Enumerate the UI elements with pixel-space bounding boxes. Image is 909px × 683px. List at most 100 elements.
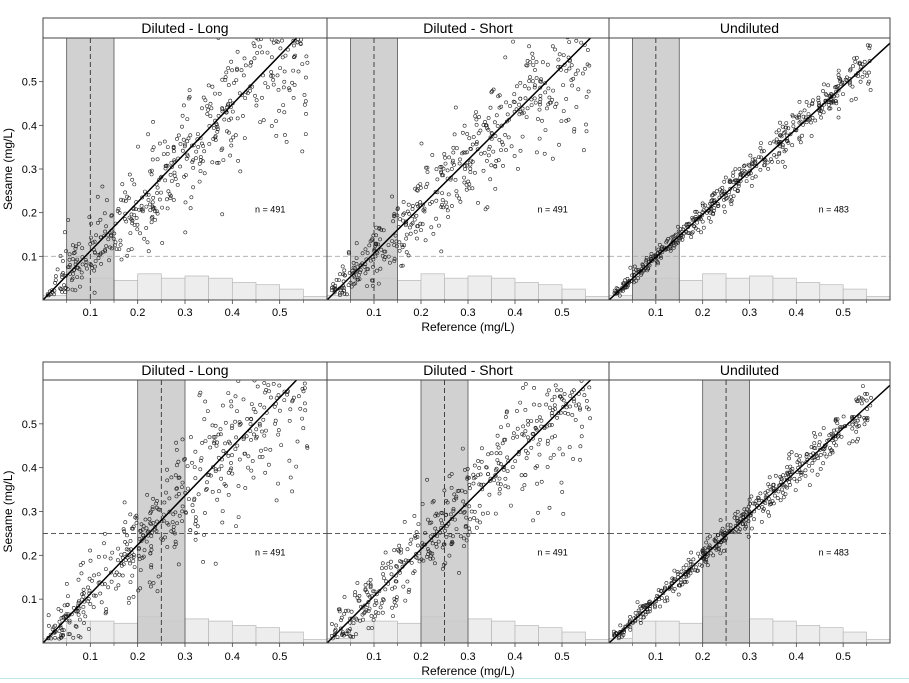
data-point bbox=[409, 537, 414, 542]
data-point bbox=[334, 277, 339, 282]
data-point bbox=[374, 268, 379, 273]
data-point bbox=[753, 157, 757, 162]
data-point bbox=[373, 598, 378, 603]
data-point bbox=[199, 456, 204, 461]
data-point bbox=[826, 102, 831, 107]
data-point bbox=[241, 73, 246, 78]
data-point bbox=[855, 424, 860, 429]
data-point bbox=[216, 432, 221, 437]
data-point bbox=[518, 148, 523, 153]
data-point bbox=[561, 109, 566, 114]
data-point bbox=[210, 489, 215, 494]
data-point bbox=[76, 612, 81, 617]
data-point bbox=[208, 445, 213, 450]
data-point bbox=[271, 381, 276, 386]
data-point bbox=[778, 141, 782, 146]
data-point bbox=[496, 445, 501, 450]
data-point bbox=[424, 165, 429, 170]
data-point bbox=[434, 216, 439, 221]
data-point bbox=[553, 105, 558, 109]
data-point bbox=[559, 388, 564, 393]
data-point bbox=[193, 476, 198, 481]
data-point bbox=[102, 211, 107, 216]
data-point bbox=[405, 579, 410, 584]
data-point bbox=[774, 487, 779, 492]
data-point bbox=[235, 443, 240, 448]
data-point bbox=[50, 288, 55, 293]
data-point bbox=[149, 534, 154, 538]
data-point bbox=[462, 544, 466, 549]
data-point bbox=[180, 504, 185, 509]
data-point bbox=[623, 278, 628, 283]
data-point bbox=[774, 130, 779, 135]
data-point bbox=[682, 575, 687, 579]
data-point bbox=[850, 439, 855, 444]
data-point bbox=[190, 503, 195, 508]
data-point bbox=[164, 490, 168, 495]
data-point bbox=[483, 207, 488, 212]
data-point bbox=[142, 548, 147, 553]
data-point bbox=[486, 153, 491, 158]
data-point bbox=[282, 69, 287, 74]
data-point bbox=[332, 290, 337, 295]
data-point bbox=[144, 226, 149, 230]
data-point bbox=[470, 186, 475, 191]
data-point bbox=[99, 261, 104, 266]
data-point bbox=[248, 422, 253, 426]
data-point bbox=[797, 120, 802, 125]
data-point bbox=[280, 38, 284, 43]
data-point bbox=[348, 620, 353, 625]
data-point bbox=[171, 524, 176, 529]
data-point bbox=[510, 465, 515, 470]
data-point bbox=[678, 227, 683, 232]
data-point bbox=[351, 260, 356, 265]
data-point bbox=[728, 186, 733, 191]
panel-title: Diluted - Short bbox=[423, 362, 513, 378]
data-point bbox=[735, 519, 740, 523]
y-tick-label: 0.5 bbox=[22, 419, 37, 431]
data-point bbox=[461, 536, 466, 541]
data-point bbox=[295, 40, 300, 45]
data-point bbox=[474, 525, 479, 530]
data-point bbox=[853, 96, 858, 101]
data-point bbox=[159, 190, 163, 195]
data-point bbox=[743, 526, 748, 531]
data-point bbox=[389, 572, 394, 577]
data-point bbox=[346, 608, 351, 613]
data-point bbox=[81, 610, 86, 615]
data-point bbox=[585, 398, 589, 403]
data-point bbox=[744, 524, 749, 529]
data-point bbox=[665, 238, 670, 243]
data-point bbox=[747, 501, 752, 506]
data-point bbox=[188, 528, 193, 533]
data-point bbox=[358, 268, 363, 272]
data-point bbox=[147, 202, 152, 207]
data-point bbox=[798, 140, 803, 145]
data-point bbox=[782, 130, 786, 135]
data-point bbox=[573, 418, 578, 422]
data-point bbox=[230, 471, 235, 476]
data-point bbox=[213, 91, 217, 96]
data-point bbox=[553, 383, 558, 388]
data-point bbox=[501, 163, 505, 168]
data-point bbox=[468, 486, 472, 491]
data-point bbox=[166, 522, 171, 527]
data-point bbox=[262, 433, 267, 438]
data-point bbox=[58, 254, 63, 258]
data-point bbox=[208, 473, 213, 478]
data-point bbox=[129, 526, 134, 531]
data-point bbox=[366, 600, 371, 604]
x-tick-label: 0.3 bbox=[177, 651, 192, 663]
data-point bbox=[79, 270, 84, 275]
data-point bbox=[434, 167, 439, 172]
data-point bbox=[863, 391, 868, 396]
data-point bbox=[485, 126, 490, 131]
data-point bbox=[759, 141, 763, 146]
data-point bbox=[496, 481, 501, 486]
data-point bbox=[818, 432, 823, 437]
data-point bbox=[381, 572, 386, 577]
data-point bbox=[149, 563, 154, 568]
data-point bbox=[211, 126, 216, 130]
data-point bbox=[643, 603, 648, 608]
data-point bbox=[544, 402, 549, 407]
